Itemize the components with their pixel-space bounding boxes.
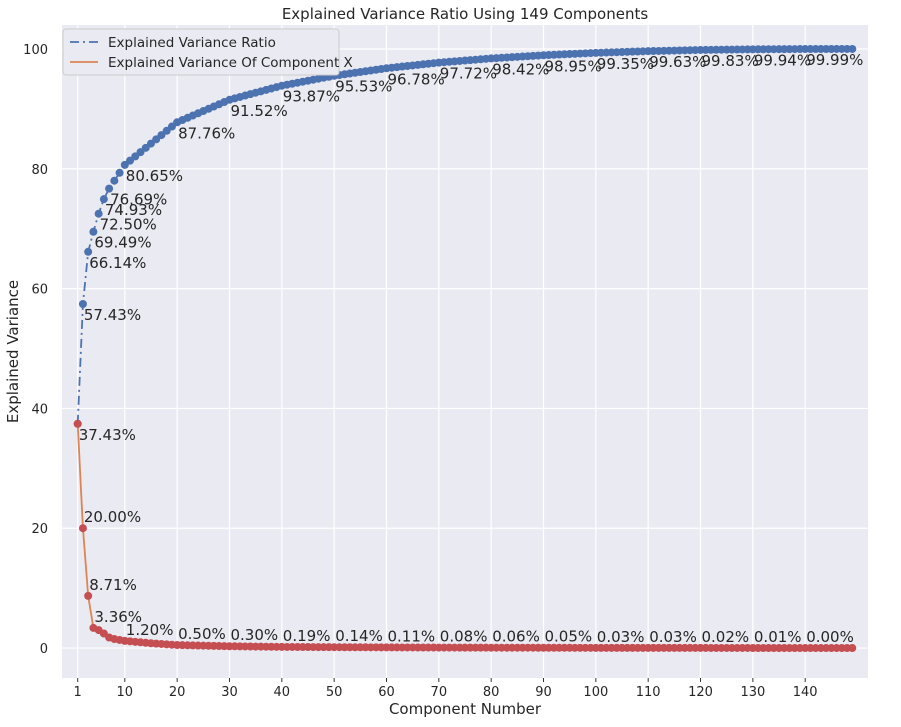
data-label: 57.43% <box>84 306 141 324</box>
x-tick-label: 80 <box>483 685 500 700</box>
x-tick-label: 70 <box>431 685 448 700</box>
data-label: 0.01% <box>754 628 802 646</box>
data-point <box>105 184 114 193</box>
data-point <box>89 227 98 236</box>
annotation-layer: 37.43% 57.43% 66.14% 69.49%72.50%74.93%76.6… <box>79 51 864 646</box>
data-label: 0.02% <box>702 628 750 646</box>
x-tick-label: 30 <box>221 685 238 700</box>
grid-lines <box>62 25 868 678</box>
x-axis-label: Component Number <box>389 700 542 718</box>
data-label: 95.53% <box>335 78 392 96</box>
x-tick-label: 110 <box>636 685 661 700</box>
x-tick-label: 90 <box>535 685 552 700</box>
y-tick-label: 60 <box>31 283 48 298</box>
data-label: 8.71% <box>89 576 137 594</box>
x-tick-label: 10 <box>117 685 134 700</box>
data-label: 99.63% <box>649 53 706 71</box>
data-label: 74.93% <box>105 201 162 219</box>
data-point <box>115 168 124 177</box>
data-label: 72.50% <box>100 216 157 234</box>
chart-title: Explained Variance Ratio Using 149 Compo… <box>282 5 649 23</box>
data-point <box>99 195 108 204</box>
data-point <box>848 44 857 53</box>
data-label: 66.14% <box>89 254 146 272</box>
x-tick-label: 20 <box>169 685 186 700</box>
legend-box <box>62 28 340 76</box>
y-tick-label: 0 <box>40 642 48 657</box>
data-label: 98.95% <box>545 57 602 75</box>
data-label: 0.08% <box>440 628 488 646</box>
data-label: 0.11% <box>388 627 436 645</box>
x-tick-label: 1 <box>74 685 82 700</box>
x-tick-label: 140 <box>793 685 818 700</box>
data-label: 99.83% <box>702 52 759 70</box>
data-point <box>94 209 103 218</box>
data-label: 99.99% <box>806 51 863 69</box>
y-tick-label: 20 <box>31 522 48 537</box>
data-point <box>78 299 87 308</box>
data-point <box>78 524 87 533</box>
data-label: 69.49% <box>94 234 151 252</box>
plot-area <box>62 25 868 678</box>
x-tick-label: 60 <box>378 685 395 700</box>
data-label: 98.42% <box>492 60 549 78</box>
data-label: 0.03% <box>649 628 697 646</box>
y-tick-label: 100 <box>23 43 48 58</box>
y-tick-label: 80 <box>31 163 48 178</box>
data-label: 1.20% <box>126 621 174 639</box>
data-label: 87.76% <box>178 124 235 142</box>
series-layer <box>73 44 857 653</box>
legend-label-component: Explained Variance Of Component X <box>108 55 353 71</box>
data-label: 0.05% <box>545 628 593 646</box>
data-label: 37.43% <box>79 426 136 444</box>
data-point <box>73 419 82 428</box>
x-tick-label: 40 <box>274 685 291 700</box>
data-label: 0.14% <box>335 627 383 645</box>
x-tick-label: 50 <box>326 685 343 700</box>
data-label: 0.50% <box>178 625 226 643</box>
x-tick-label: 100 <box>583 685 608 700</box>
data-label: 96.78% <box>388 70 445 88</box>
y-tick-label: 40 <box>31 402 48 417</box>
data-label: 76.69% <box>110 191 167 209</box>
data-label: 80.65% <box>126 167 183 185</box>
data-label: 3.36% <box>94 608 142 626</box>
data-point <box>110 176 119 185</box>
data-point <box>84 591 93 600</box>
data-label: 0.30% <box>231 626 279 644</box>
legend-label-ratio: Explained Variance Ratio <box>108 35 276 51</box>
data-label: 0.00% <box>806 628 854 646</box>
data-label: 99.35% <box>597 55 654 73</box>
data-label: 0.19% <box>283 627 331 645</box>
data-label: 97.72% <box>440 65 497 83</box>
data-label: 0.03% <box>597 628 645 646</box>
data-label: 0.06% <box>492 628 540 646</box>
data-point <box>848 644 857 653</box>
tick-labels: 1 10 20 30 40 50 60 70 80 90 100 110 120 130 140020406… <box>23 43 817 700</box>
data-label: 99.94% <box>754 51 811 69</box>
data-point <box>84 247 93 256</box>
x-tick-label: 120 <box>688 685 713 700</box>
data-label: 20.00% <box>84 508 141 526</box>
legend: Explained Variance Ratio Explained Varia… <box>62 28 353 76</box>
y-axis-label: Explained Variance <box>4 280 22 423</box>
data-label: 93.87% <box>283 88 340 106</box>
data-label: 91.52% <box>231 102 288 120</box>
x-tick-label: 130 <box>740 685 765 700</box>
